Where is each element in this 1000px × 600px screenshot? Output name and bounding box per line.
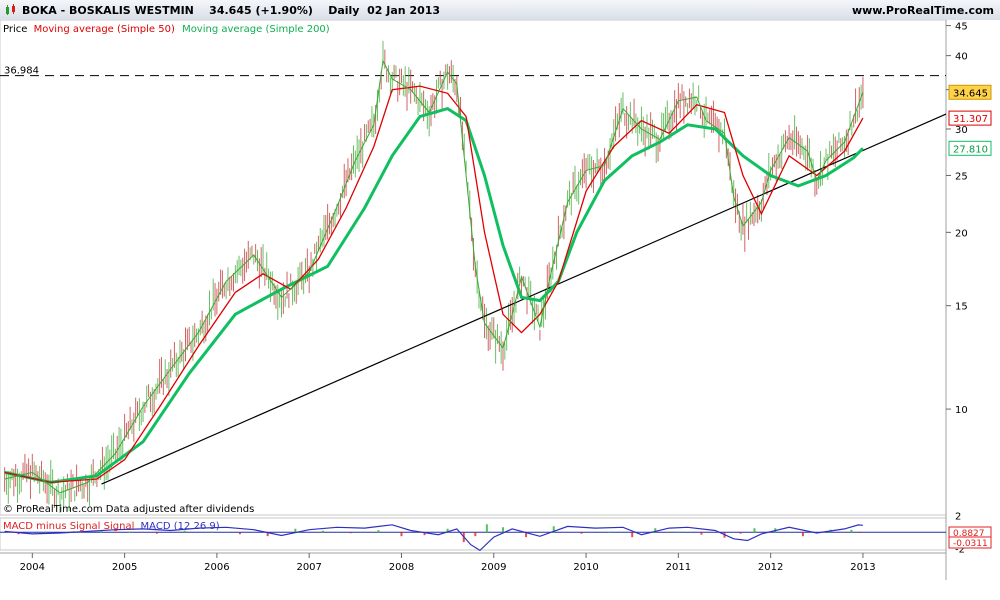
legend-macd-hist: MACD minus Signal Signal (3, 521, 134, 532)
macd-hist-bar (349, 532, 352, 534)
legend-macd: MACD (12 26 9) (141, 521, 220, 532)
macd-tag-label: -0.0311 (953, 539, 988, 549)
macd-hist-bar (485, 524, 488, 533)
price-tag-box (948, 84, 992, 100)
price-axis (946, 20, 1000, 580)
macd-hist-bar (525, 532, 528, 538)
macd-hist-bar (155, 532, 158, 534)
price-tag-box (948, 140, 992, 156)
price-bars (4, 40, 864, 513)
x-tick-label: 2008 (389, 562, 414, 573)
x-tick-label: 2006 (204, 562, 229, 573)
macd-hist-bar (580, 532, 583, 534)
y-tick-label: 20 (955, 228, 968, 239)
macd-hist-bar (631, 532, 634, 538)
macd-tags: 0.8827-0.0311 (948, 526, 992, 549)
price-tag-label: 27.810 (953, 144, 988, 155)
legend: Price Moving average (Simple 50) Moving … (3, 24, 330, 35)
macd-hist-bar (654, 528, 657, 533)
macd-hist-bar (739, 532, 742, 534)
y-tick-label: 10 (955, 405, 968, 416)
macd-hist-bar (474, 532, 477, 537)
macd-hist-bar (700, 532, 703, 535)
website-label[interactable]: www.ProRealTime.com (851, 4, 994, 17)
macd-hist-bar (211, 531, 214, 533)
x-tick-label: 2009 (481, 562, 506, 573)
y-tick-label: 25 (955, 171, 968, 182)
legend-ma200: Moving average (Simple 200) (182, 24, 330, 35)
series-price (4, 59, 864, 494)
y-tick-label: 15 (955, 302, 968, 313)
macd-hist-bar (753, 528, 756, 533)
macd-hist-bar (859, 532, 862, 533)
y-tick-label: 45 (955, 22, 968, 33)
macd-tag-label: 0.8827 (953, 529, 985, 539)
x-tick-label: 2012 (758, 562, 783, 573)
macd-hist-bar (128, 531, 131, 533)
macd-legend: MACD minus Signal Signal MACD (12 26 9) (3, 521, 220, 532)
macd-hist-bar (45, 531, 48, 533)
candlestick-icon (6, 4, 15, 15)
x-tick-label: 2007 (296, 562, 321, 573)
series-macd (4, 524, 863, 552)
macd-hist-bar (183, 530, 186, 533)
macd-hist-bar (400, 532, 403, 537)
macd-hist-bar (677, 531, 680, 533)
macd-hist-bar (608, 531, 611, 533)
macd-hist-bar (501, 527, 504, 533)
chart-title: BOKA - BOSKALIS WESTMIN 34.645 (+1.90%) … (22, 4, 441, 17)
price-tag-label: 34.645 (953, 88, 988, 99)
x-tick-label: 2005 (112, 562, 137, 573)
price-chart: 1015202530354045 20042005200620072008200… (0, 20, 1000, 580)
x-tick-label: 2011 (666, 562, 691, 573)
macd-hist-bar (423, 532, 426, 536)
macd-hist-bar (850, 529, 853, 533)
legend-ma50: Moving average (Simple 50) (34, 24, 175, 35)
macd-tick-label: -2 (955, 545, 965, 556)
price-tag-label: 31.307 (953, 114, 988, 125)
macd-hist-bar (294, 528, 297, 533)
chart-titlebar: BOKA - BOSKALIS WESTMIN 34.645 (+1.90%) … (0, 0, 1000, 21)
macd-hist-bar (238, 532, 241, 535)
macd-hist-bar (377, 530, 380, 533)
series-ma50 (4, 85, 864, 484)
macd-hist-bar (322, 530, 325, 533)
y-tick-label: 30 (955, 125, 968, 136)
macd-hist-bar (801, 532, 804, 537)
price-tags: 34.645 31.307 27.810 (948, 84, 992, 156)
macd-tag-box (948, 536, 992, 549)
macd-hist-bar (266, 532, 269, 537)
x-tick-label: 2004 (20, 562, 45, 573)
reference-line-label: 36.984 (4, 66, 39, 77)
x-tick-label: 2010 (573, 562, 598, 573)
x-tick-label: 2013 (850, 562, 875, 573)
macd-tick-label: 2 (955, 512, 961, 523)
macd-hist-bar (100, 531, 103, 533)
y-tick-label: 40 (955, 52, 968, 63)
legend-price: Price (3, 24, 27, 35)
macd-hist-bar (446, 528, 449, 533)
price-tag-box (948, 110, 992, 126)
x-axis-ticks: 2004 2005 2006 2007 2008 2009 2010 2011 2012 2013 (20, 553, 876, 573)
macd-panel (0, 517, 947, 551)
macd-hist-bar (552, 526, 555, 533)
series-ma200 (4, 106, 864, 484)
footer-note: © ProRealTime.com Data adjusted after di… (3, 504, 254, 515)
